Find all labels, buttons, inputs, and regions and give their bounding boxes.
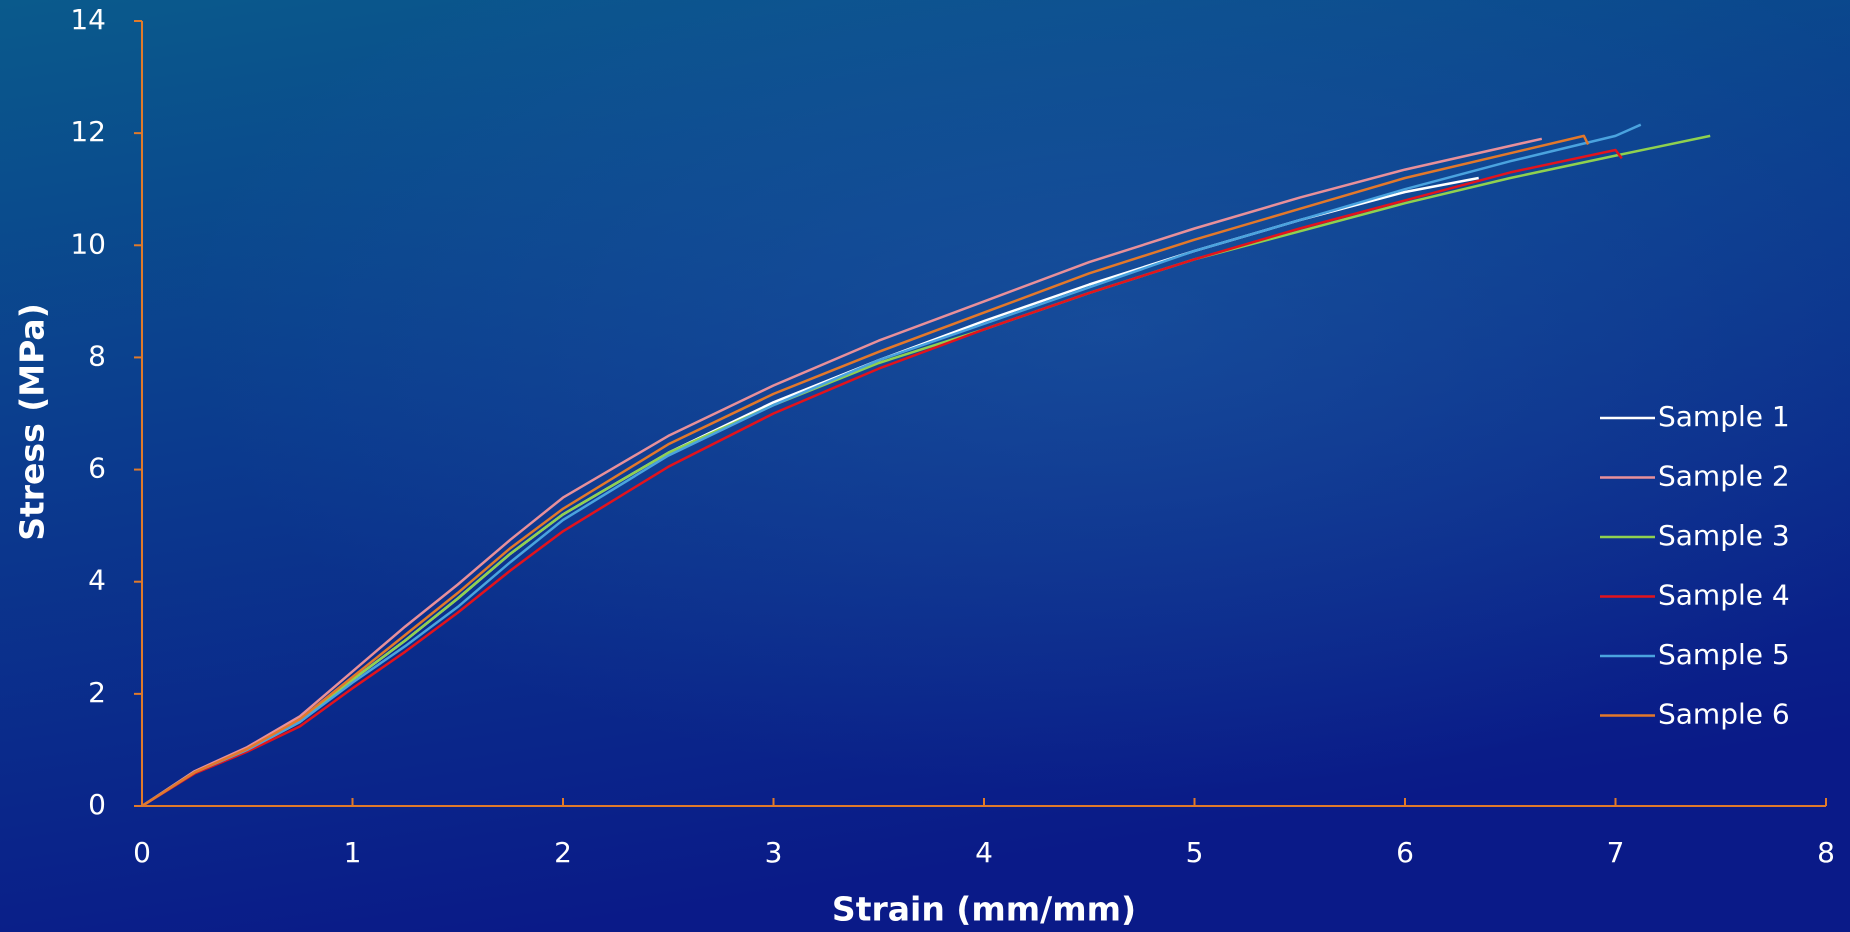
x-tick-label: 0 xyxy=(133,836,151,869)
y-tick-label: 2 xyxy=(88,676,106,709)
x-tick-label: 7 xyxy=(1607,836,1625,869)
x-tick-label: 1 xyxy=(344,836,362,869)
x-tick-label: 6 xyxy=(1396,836,1414,869)
series-line xyxy=(141,137,1543,808)
series-line xyxy=(141,148,1623,808)
y-tick-label: 8 xyxy=(88,339,106,372)
x-tick-label: 5 xyxy=(1186,836,1204,869)
y-tick-label: 6 xyxy=(88,452,106,485)
y-tick-label: 10 xyxy=(70,227,106,260)
legend-label: Sample 4 xyxy=(1658,579,1790,612)
x-tick-label: 3 xyxy=(765,836,783,869)
legend-label: Sample 1 xyxy=(1658,400,1790,433)
y-tick-label: 14 xyxy=(70,3,106,36)
legend-label: Sample 2 xyxy=(1658,460,1790,493)
x-tick-label: 4 xyxy=(975,836,993,869)
legend-label: Sample 3 xyxy=(1658,519,1790,552)
y-tick-label: 12 xyxy=(70,115,106,148)
x-axis-title: Strain (mm/mm) xyxy=(832,890,1136,929)
x-tick-label: 2 xyxy=(554,836,572,869)
y-tick-label: 4 xyxy=(88,564,106,597)
x-tick-label: 8 xyxy=(1817,836,1835,869)
series-line xyxy=(141,123,1642,808)
legend-label: Sample 5 xyxy=(1658,638,1790,671)
y-axis-title: Stress (MPa) xyxy=(13,303,52,541)
legend-label: Sample 6 xyxy=(1658,698,1790,731)
y-tick-label: 0 xyxy=(88,788,106,821)
series-line xyxy=(141,134,1590,808)
